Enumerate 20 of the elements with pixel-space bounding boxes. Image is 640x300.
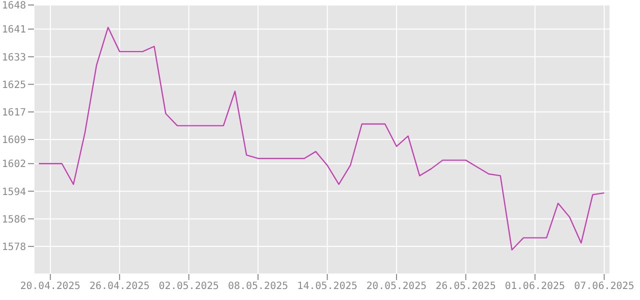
x-tick-label: 20.05.2025	[366, 281, 427, 292]
y-tick-label: 1617	[2, 107, 26, 118]
y-tick-label: 1633	[2, 52, 26, 64]
x-tick-label: 26.04.2025	[89, 281, 150, 292]
x-tick-label: 26.05.2025	[436, 281, 496, 292]
y-tick-label: 1602	[2, 159, 26, 170]
x-tick-label: 20.04.2025	[20, 281, 80, 292]
y-tick-label: 1609	[2, 135, 26, 146]
x-tick-label: 02.05.2025	[158, 281, 219, 292]
y-tick-label: 1625	[2, 80, 26, 91]
y-tick-label: 1594	[2, 186, 26, 198]
x-tick-label: 14.05.2025	[297, 281, 358, 292]
x-tick-label: 01.06.2025	[504, 281, 566, 292]
x-tick-label: 08.05.2025	[228, 281, 288, 292]
x-tick-label: 07.06.2025	[574, 281, 634, 292]
y-tick-label: 1578	[2, 242, 26, 253]
y-tick-label: 1648	[2, 0, 26, 12]
y-tick-label: 1641	[2, 24, 26, 36]
y-tick-label: 1586	[2, 214, 26, 226]
line-series	[38, 26, 605, 250]
